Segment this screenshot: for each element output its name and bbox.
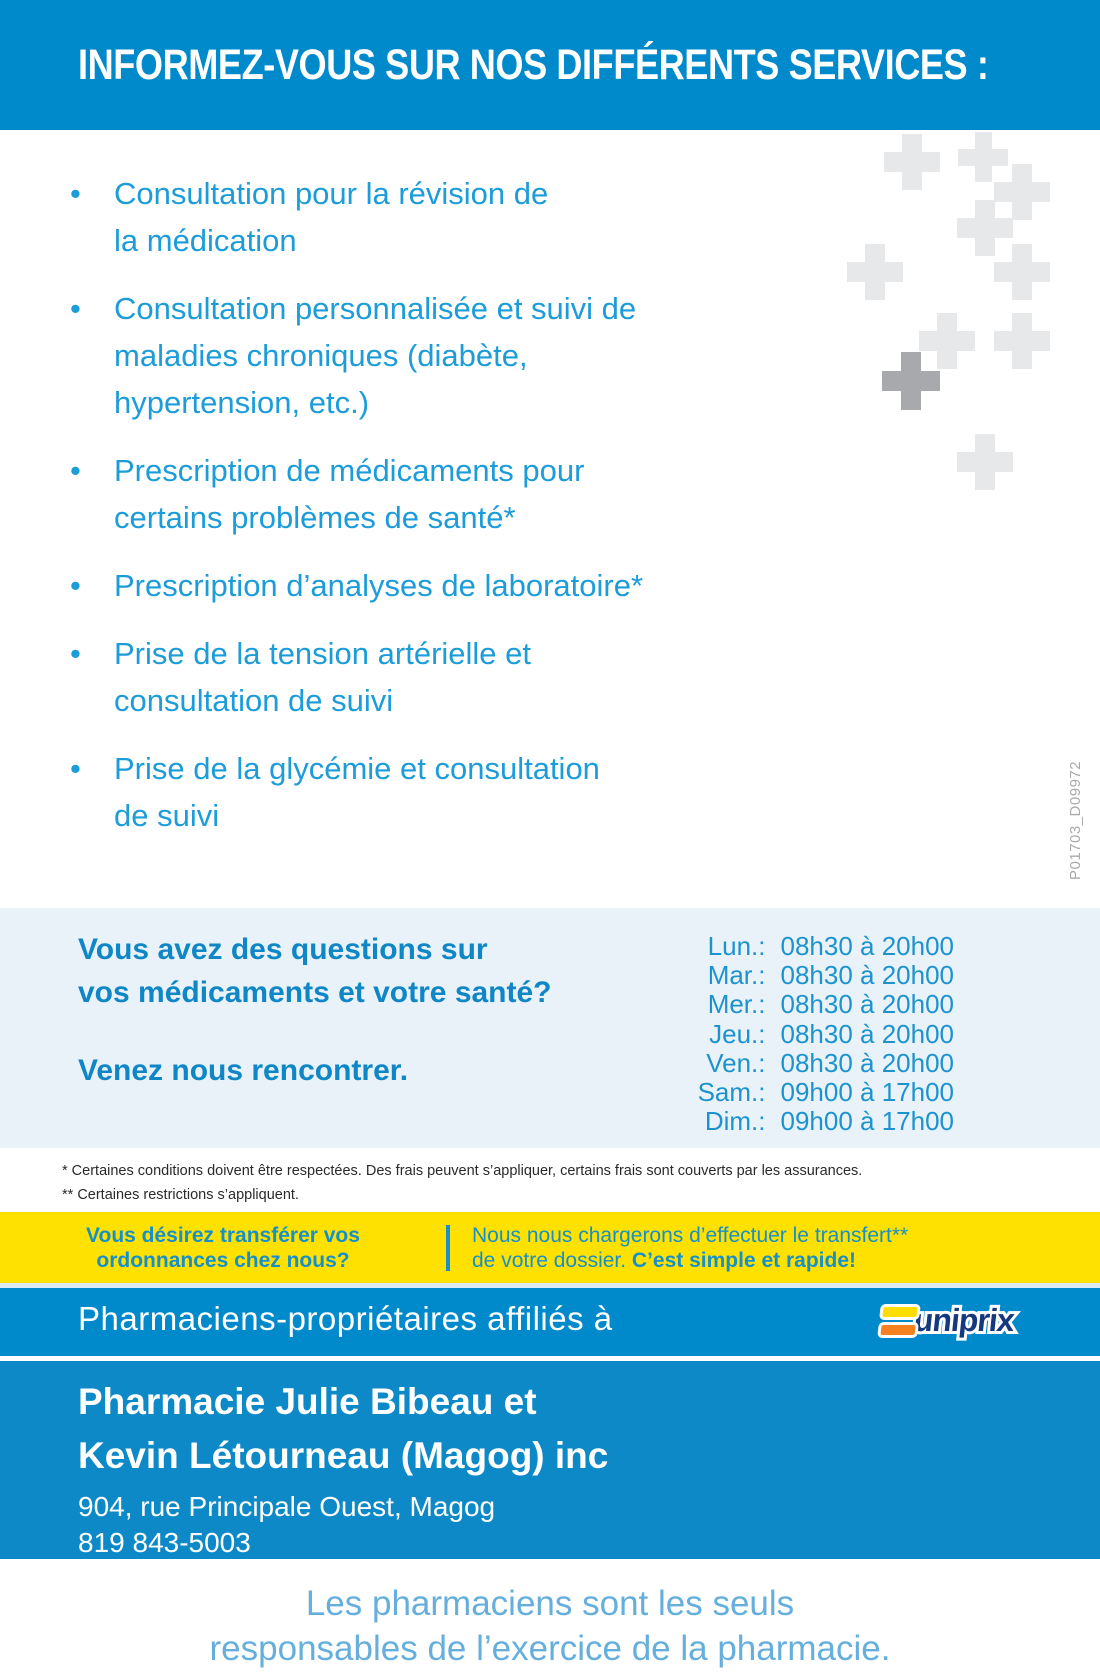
services-section: Consultation pour la révision de la médi…	[0, 130, 1100, 908]
plus-icon	[994, 313, 1050, 369]
section-gap	[0, 1283, 1100, 1288]
service-item: Prescription d’analyses de laboratoire*	[70, 562, 1100, 609]
hours-row: Lun.: 08h30 à 20h00	[661, 931, 954, 961]
plus-icon	[882, 352, 940, 410]
service-item: Prescription de médicaments pour certain…	[70, 447, 1100, 541]
day-label: Mar.:	[707, 960, 766, 991]
footer-text: Les pharmaciens sont les seuls responsab…	[209, 1584, 891, 1668]
info-section: Vous avez des questions sur vos médicame…	[0, 908, 1100, 1148]
hours-row: Mer.: 08h30 à 20h00	[661, 990, 954, 1019]
disclaimer-section: * Certaines conditions doivent être resp…	[0, 1148, 1100, 1212]
page-title: INFORMEZ-VOUS SUR NOS DIFFÉRENTS SERVICE…	[78, 40, 989, 89]
hours-row: Dim.: 09h00 à 17h00	[661, 1107, 954, 1136]
day-label: Sam.:	[697, 1077, 766, 1108]
transfer-question: Vous désirez transférer vos ordonnances …	[86, 1223, 360, 1272]
time-value: 08h30 à 20h00	[780, 989, 954, 1020]
services-list: Consultation pour la révision de la médi…	[0, 130, 1100, 839]
info-text-block: Vous avez des questions sur vos médicame…	[78, 928, 552, 1087]
service-item: Prise de la glycémie et consultation de …	[70, 745, 1100, 839]
hours-row: Ven.: 08h30 à 20h00	[661, 1047, 954, 1078]
opening-hours: Lun.: 08h30 à 20h00 Mar.: 08h30 à 20h00 Me…	[661, 931, 954, 1136]
plus-icon	[994, 244, 1050, 300]
plus-icon	[919, 313, 975, 369]
time-value: 08h30 à 20h00	[780, 1047, 954, 1078]
print-code: P01703_D09972	[1067, 760, 1084, 880]
service-item: Consultation personnalisée et suivi de m…	[70, 285, 1100, 426]
disclaimer-line: * Certaines conditions doivent être resp…	[62, 1163, 863, 1179]
plus-icon	[958, 132, 1008, 182]
time-value: 09h00 à 17h00	[780, 1077, 954, 1108]
uniprix-logo: uniprix	[877, 1299, 1019, 1341]
plus-icon	[957, 200, 1013, 256]
hours-row: Sam.: 09h00 à 17h00	[661, 1077, 954, 1108]
day-label: Jeu.:	[709, 1018, 766, 1049]
day-label: Ven.:	[706, 1047, 766, 1078]
disclaimer-line: ** Certaines restrictions s’appliquent.	[62, 1187, 299, 1203]
uniprix-flag-icon	[877, 1303, 922, 1339]
transfer-answer-bold: C’est simple et rapide!	[631, 1248, 856, 1272]
hours-row: Jeu.: 08h30 à 20h00	[661, 1018, 954, 1049]
vertical-divider	[446, 1224, 450, 1271]
flag-bar-orange	[877, 1321, 920, 1338]
affiliation-bar: Pharmaciens-propriétaires affiliés à uni…	[0, 1288, 1100, 1356]
plus-icon	[994, 164, 1050, 220]
plus-icon	[884, 134, 940, 190]
pharmacy-name: Pharmacie Julie Bibeau et Kevin Létourne…	[78, 1381, 609, 1476]
cta-text: Venez nous rencontrer.	[78, 1054, 409, 1087]
plus-icon	[847, 244, 903, 300]
time-value: 08h30 à 20h00	[780, 1018, 954, 1049]
hours-row: Mar.: 08h30 à 20h00	[661, 961, 954, 990]
transfer-banner: Vous désirez transférer vos ordonnances …	[0, 1212, 1100, 1283]
time-value: 08h30 à 20h00	[780, 931, 954, 961]
service-item: Consultation pour la révision de la médi…	[70, 170, 1100, 264]
question-text: Vous avez des questions sur vos médicame…	[78, 933, 552, 1009]
pharmacy-section: Pharmacie Julie Bibeau et Kevin Létourne…	[0, 1361, 1100, 1559]
day-label: Dim.:	[704, 1106, 766, 1137]
uniprix-wordmark: uniprix	[909, 1299, 1018, 1341]
transfer-answer-line2: de votre dossier.	[472, 1248, 632, 1272]
day-label: Lun.:	[707, 931, 766, 961]
service-item: Prise de la tension artérielle et consul…	[70, 630, 1100, 724]
flag-bar-yellow	[879, 1303, 922, 1320]
affiliation-label: Pharmaciens-propriétaires affiliés à	[78, 1300, 613, 1337]
pharmacy-address: 904, rue Principale Ouest, Magog	[78, 1491, 496, 1522]
header-bar: INFORMEZ-VOUS SUR NOS DIFFÉRENTS SERVICE…	[0, 0, 1100, 130]
transfer-answer-line1: Nous nous chargerons d’effectuer le tran…	[472, 1223, 909, 1247]
footer-section: Les pharmaciens sont les seuls responsab…	[0, 1559, 1100, 1680]
time-value: 09h00 à 17h00	[780, 1106, 954, 1137]
pharmacy-phone: 819 843-5003	[78, 1527, 251, 1558]
plus-icon	[957, 434, 1013, 490]
transfer-answer: Nous nous chargerons d’effectuer le tran…	[450, 1223, 908, 1273]
day-label: Mer.:	[707, 989, 766, 1020]
time-value: 08h30 à 20h00	[780, 960, 954, 991]
